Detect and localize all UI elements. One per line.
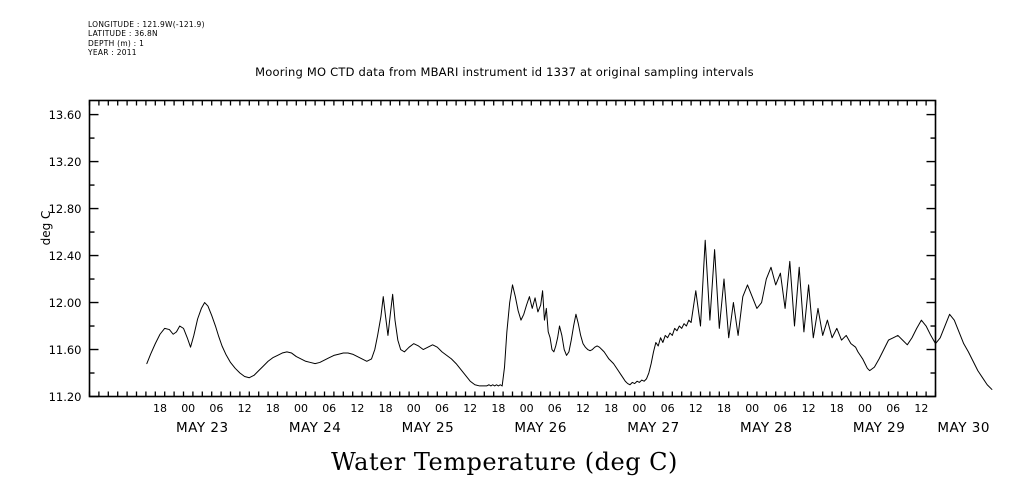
- metadata-longitude: LONGITUDE : 121.9W(-121.9): [88, 20, 205, 29]
- x-tick-hour-label: 00: [294, 401, 308, 415]
- y-tick-label: 12.40: [48, 248, 82, 263]
- y-tick-label: 11.20: [48, 389, 82, 404]
- x-tick-hour-label: 18: [265, 401, 280, 415]
- x-tick-day-label: MAY 24: [288, 419, 342, 436]
- x-tick-hour-label: 06: [547, 401, 562, 415]
- x-tick-hour-label: 18: [829, 401, 844, 415]
- x-tick-day-label: MAY 28: [740, 419, 793, 436]
- x-tick-day-label: MAY 29: [852, 419, 906, 436]
- y-tick-label: 12.80: [48, 201, 82, 216]
- x-tick-hour-label: 06: [322, 401, 337, 415]
- x-tick-day-label: MAY 23: [176, 419, 229, 436]
- chart-title: Mooring MO CTD data from MBARI instrumen…: [255, 65, 754, 79]
- x-tick-hour-label: 00: [858, 401, 872, 415]
- x-tick-hour-label: 06: [435, 401, 449, 415]
- y-tick-label: 13.20: [48, 154, 82, 169]
- x-tick-hour-label: 12: [801, 401, 816, 415]
- x-tick-hour-label: 00: [745, 401, 760, 415]
- x-tick-hour-label: 18: [491, 401, 506, 415]
- x-tick-hour-label: 18: [153, 401, 167, 415]
- x-tick-hour-label: 12: [914, 401, 929, 415]
- metadata-depth: DEPTH (m) : 1: [88, 38, 145, 48]
- x-tick-hour-label: 06: [773, 401, 788, 415]
- x-tick-hour-label: 12: [237, 401, 252, 415]
- y-tick-label: 12.00: [48, 295, 82, 310]
- x-tick-hour-label: 06: [660, 401, 675, 415]
- x-tick-hour-label: 18: [604, 401, 619, 415]
- plot-frame: [88, 99, 937, 398]
- x-tick-hour-label: 00: [519, 401, 534, 415]
- x-tick-day-label: MAY 30: [937, 419, 990, 436]
- x-tick-hour-label: 12: [576, 401, 590, 415]
- x-tick-hour-label: 00: [181, 401, 196, 415]
- x-tick-day-label: MAY 27: [627, 419, 680, 436]
- y-tick-label: 13.60: [48, 107, 82, 122]
- x-tick-hour-label: 00: [406, 401, 421, 415]
- x-tick-hour-label: 12: [463, 401, 478, 415]
- x-tick-day-label: MAY 25: [401, 419, 455, 436]
- metadata-block: LONGITUDE : 121.9W(-121.9) LATITUDE : 36…: [88, 20, 205, 58]
- data-series-line: [146, 239, 993, 390]
- x-tick-hour-label: 06: [886, 401, 901, 415]
- plot-caption: Water Temperature (deg C): [331, 448, 678, 476]
- x-tick-day-label: MAY 26: [514, 419, 567, 436]
- y-tick-label: 11.60: [48, 342, 82, 357]
- x-tick-hour-label: 12: [688, 401, 703, 415]
- x-tick-hour-label: 18: [717, 401, 731, 415]
- x-tick-hour-label: 12: [350, 401, 365, 415]
- metadata-latitude: LATITUDE : 36.8N: [88, 29, 158, 39]
- x-tick-hour-label: 00: [632, 401, 647, 415]
- x-tick-hour-label: 18: [378, 401, 393, 415]
- x-tick-hour-label: 06: [209, 401, 224, 415]
- metadata-year: YEAR : 2011: [88, 48, 137, 58]
